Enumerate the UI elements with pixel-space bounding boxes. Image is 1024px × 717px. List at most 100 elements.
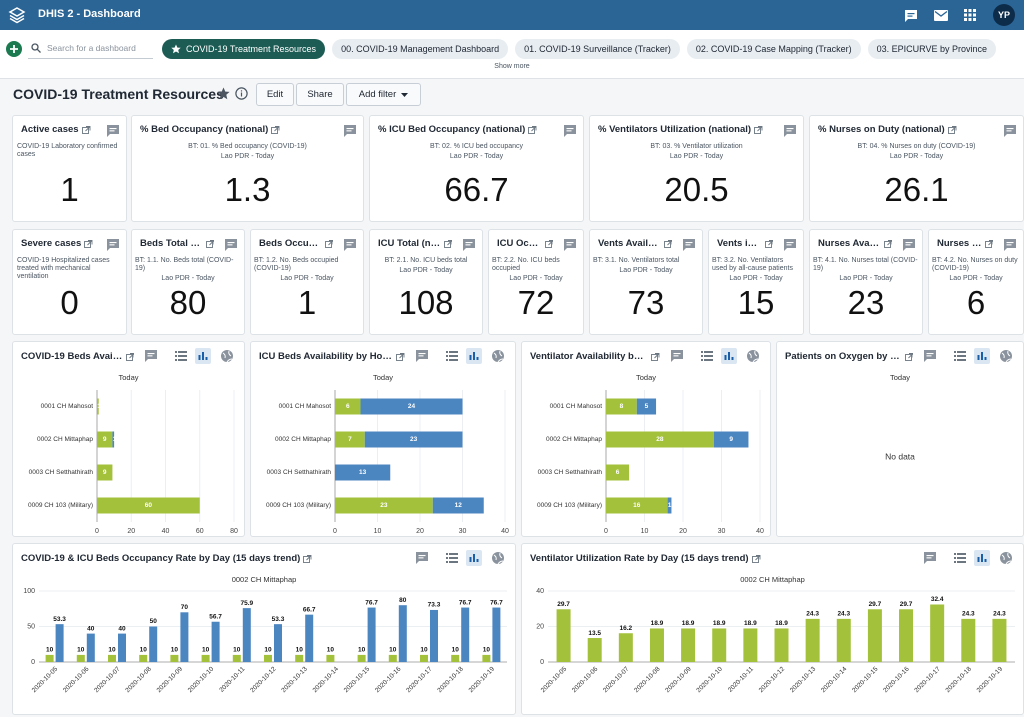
open-link-icon[interactable] [303, 554, 312, 563]
messages-icon[interactable] [904, 9, 918, 22]
comment-button[interactable] [923, 551, 937, 565]
kpi-title: Beds Occupie… [259, 238, 323, 249]
chart-view-button[interactable] [721, 348, 737, 364]
open-link-icon[interactable] [325, 239, 333, 248]
comment-button[interactable] [670, 349, 684, 363]
chart-widget: COVID-19 Beds Availa… Today 0 20 40 60 80 0001 … [12, 341, 245, 537]
open-link-icon[interactable] [528, 125, 537, 134]
comment-button[interactable] [343, 124, 357, 138]
search-icon [31, 43, 41, 53]
chart-view-button[interactable] [974, 348, 990, 364]
comment-button[interactable] [106, 124, 120, 138]
kpi-value: 1.3 [224, 171, 271, 208]
comment-button[interactable] [415, 349, 429, 363]
chart-widget: Ventilator Availability by … Today 0 10 20 30… [521, 341, 771, 537]
bar [618, 633, 633, 662]
info-button[interactable] [235, 87, 248, 100]
kpi-title: Nurses Avail… [818, 238, 881, 249]
table-view-button[interactable] [445, 348, 459, 364]
mail-icon[interactable] [934, 10, 948, 21]
comment-button[interactable] [144, 349, 158, 363]
x-tick-label: 2020-10-06 [571, 665, 600, 694]
table-view-button[interactable] [700, 348, 714, 364]
comment-button[interactable] [902, 238, 916, 252]
open-link-icon[interactable] [754, 125, 763, 134]
table-view-button[interactable] [174, 348, 188, 364]
dashboard-tab[interactable]: 03. EPICURVE by Province [867, 39, 996, 59]
open-link-icon[interactable] [444, 239, 452, 248]
user-avatar[interactable]: YP [993, 4, 1015, 26]
open-link-icon[interactable] [545, 239, 553, 248]
open-link-icon[interactable] [947, 125, 957, 134]
comment-button[interactable] [783, 124, 797, 138]
chart-subtitle: 0002 CH Mittaphap [232, 575, 297, 584]
kpi-value: 6 [966, 284, 986, 321]
open-link-icon[interactable] [651, 352, 660, 361]
dashboard-tab[interactable]: 02. COVID-19 Case Mapping (Tracker) [686, 39, 861, 59]
comment-button[interactable] [1003, 238, 1017, 252]
map-view-button[interactable] [491, 551, 505, 565]
open-link-icon[interactable] [751, 554, 761, 563]
open-link-icon[interactable] [396, 352, 405, 361]
add-dashboard-button[interactable] [6, 41, 22, 57]
comment-button[interactable] [1003, 124, 1017, 138]
bar [606, 464, 630, 481]
table-view-button[interactable] [953, 348, 967, 364]
dashboard-tab[interactable]: 00. COVID-19 Management Dashboard [332, 39, 509, 59]
kpi-body: BT: 3.2. No. Ventilators used by all-cau… [712, 257, 800, 283]
open-link-icon[interactable] [764, 239, 773, 248]
comment-button[interactable] [415, 551, 429, 565]
share-button[interactable]: Share [296, 83, 344, 106]
comment-button[interactable] [462, 238, 476, 252]
comment-button[interactable] [682, 238, 696, 252]
open-link-icon[interactable] [664, 239, 672, 248]
open-link-icon[interactable] [904, 352, 913, 361]
map-view-button[interactable] [746, 349, 760, 363]
open-link-icon[interactable] [883, 239, 892, 248]
comment-button[interactable] [106, 238, 120, 252]
logo[interactable] [8, 6, 26, 24]
x-tick-label: 2020-10-10 [187, 665, 216, 694]
map-view-button[interactable] [220, 349, 234, 363]
bar [335, 431, 365, 448]
bar [992, 618, 1007, 662]
comment-button[interactable] [343, 238, 357, 252]
kpi-card: ICU Total (nat… BT: 2.1. No. ICU beds tot… [369, 229, 483, 335]
chart-view-button[interactable] [974, 550, 990, 566]
kpi-title: % Nurses on Duty (national) [818, 124, 945, 135]
star-button[interactable] [217, 87, 230, 100]
chart: Today 0 10 20 30 40 0001 CH Mahosot 6 24 0002 CH … [266, 373, 509, 535]
open-link-icon[interactable] [84, 239, 93, 248]
dashboard-tab[interactable]: 01. COVID-19 Surveillance (Tracker) [515, 39, 680, 59]
open-link-icon[interactable] [81, 125, 91, 134]
map-view-button[interactable] [999, 349, 1013, 363]
open-link-icon[interactable] [984, 239, 993, 248]
chart-view-button[interactable] [195, 348, 211, 364]
bar-value-label: 13.5 [588, 630, 601, 637]
apps-icon[interactable] [964, 9, 976, 21]
kpi-subtitle: Lao PDR - Today [839, 275, 893, 283]
table-view-button[interactable] [953, 550, 967, 566]
open-link-icon[interactable] [125, 352, 134, 361]
chart-view-button[interactable] [466, 550, 482, 566]
comment-button[interactable] [224, 238, 238, 252]
open-link-icon[interactable] [205, 239, 214, 248]
comment-button[interactable] [923, 349, 937, 363]
search-input[interactable]: Search for a dashboard [28, 39, 153, 59]
dashboard-tab[interactable]: COVID-19 Treatment Resources [162, 39, 326, 59]
kpi-subtitle: Lao PDR - Today [220, 153, 275, 161]
comment-button[interactable] [563, 124, 577, 138]
table-view-button[interactable] [445, 550, 459, 566]
chart: Today No data [885, 373, 915, 461]
add-filter-button[interactable]: Add filter [346, 83, 421, 106]
edit-button[interactable]: Edit [256, 83, 294, 106]
chart-view-button[interactable] [466, 348, 482, 364]
show-more[interactable]: Show more [494, 63, 530, 70]
map-view-button[interactable] [999, 551, 1013, 565]
bar-value-label: 29.7 [869, 601, 882, 608]
comment-button[interactable] [563, 238, 577, 252]
comment-button[interactable] [783, 238, 797, 252]
bar-value-label: 29.7 [557, 601, 570, 608]
map-view-button[interactable] [491, 349, 505, 363]
open-link-icon[interactable] [271, 125, 280, 134]
